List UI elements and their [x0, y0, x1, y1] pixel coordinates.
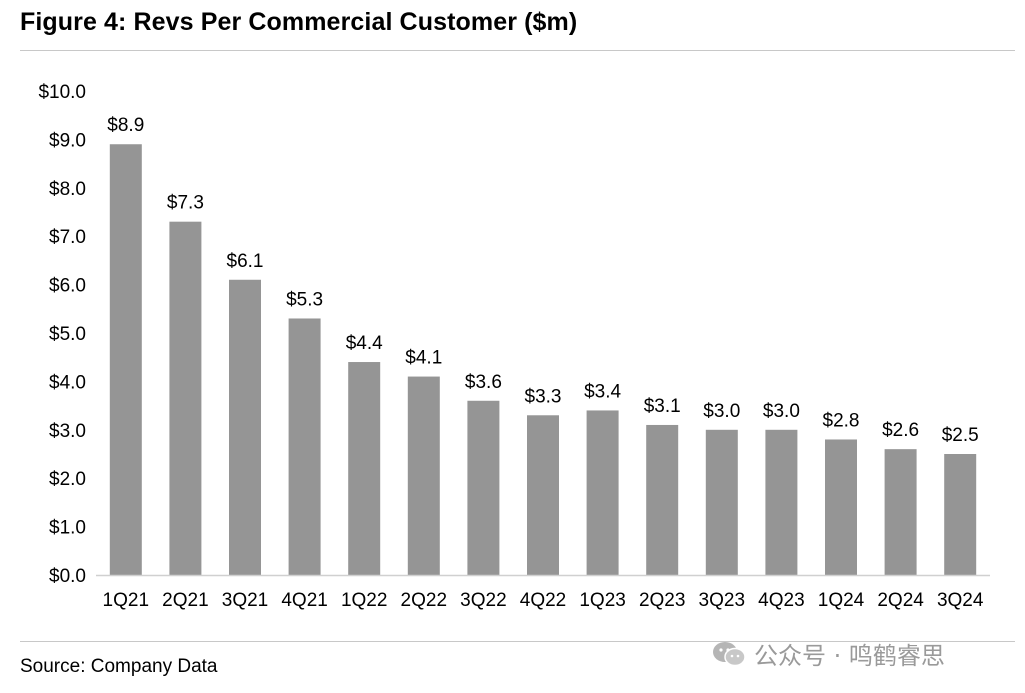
data-label: $3.3 — [525, 386, 562, 407]
data-label: $2.8 — [823, 410, 860, 431]
x-tick-label: 3Q23 — [699, 590, 745, 611]
wechat-icon — [713, 641, 746, 666]
bar-1q23 — [586, 410, 619, 575]
data-label: $3.6 — [465, 372, 502, 393]
bar-2q21 — [169, 221, 202, 575]
bar-2q22 — [407, 376, 440, 575]
x-tick-label: 1Q21 — [103, 590, 149, 611]
x-tick-label: 4Q22 — [520, 590, 566, 611]
bar-2q24 — [884, 449, 917, 575]
x-tick-label: 3Q21 — [222, 590, 268, 611]
y-tick-label: $6.0 — [49, 276, 86, 297]
footer-divider — [20, 641, 1015, 642]
x-tick-label: 3Q24 — [937, 590, 984, 611]
bar-4q23 — [765, 429, 798, 575]
y-tick-label: $5.0 — [49, 324, 86, 345]
x-tick-label: 2Q24 — [877, 590, 924, 611]
bar-chart: $0.0 $1.0 $2.0 $3.0 $4.0 $5.0 $6.0 $7.0 $8.0 $9.0… — [38, 82, 990, 611]
data-label: $4.4 — [346, 333, 383, 354]
data-label: $2.5 — [942, 425, 979, 446]
data-label: $3.0 — [703, 401, 740, 422]
y-tick-label: $3.0 — [49, 421, 86, 442]
x-tick-label: 1Q23 — [579, 590, 625, 611]
bar-3q21 — [229, 279, 261, 575]
bar-3q24 — [944, 454, 977, 575]
y-tick-label: $0.0 — [49, 566, 86, 587]
y-tick-label: $7.0 — [49, 227, 86, 248]
x-tick-label: 2Q22 — [401, 590, 447, 611]
x-tick-label: 4Q21 — [281, 590, 327, 611]
x-tick-label: 2Q23 — [639, 590, 685, 611]
x-tick-label: 4Q23 — [758, 590, 804, 611]
bar-1q24 — [825, 439, 857, 575]
x-tick-label: 3Q22 — [460, 590, 506, 611]
watermark: 公众号 · 鸣鹤睿思 — [712, 636, 945, 671]
x-tick-label: 2Q21 — [162, 590, 208, 611]
watermark-text: 公众号 · 鸣鹤睿思 — [754, 642, 945, 670]
data-label: $4.1 — [405, 348, 442, 369]
bar-1q21 — [109, 144, 142, 576]
bar-4q22 — [527, 415, 559, 575]
data-label: $3.4 — [584, 381, 621, 402]
page-title: Figure 4: Revs Per Commercial Customer (… — [20, 8, 578, 36]
bar-3q22 — [467, 400, 500, 575]
y-tick-label: $4.0 — [49, 372, 86, 393]
y-tick-label: $8.0 — [49, 179, 86, 200]
y-tick-label: $2.0 — [49, 469, 86, 490]
data-label: $2.6 — [882, 420, 919, 441]
x-tick-label: 1Q24 — [818, 590, 865, 611]
data-label: $3.1 — [644, 396, 681, 417]
data-label: $7.3 — [167, 193, 204, 214]
data-label: $3.0 — [763, 401, 800, 422]
data-label: $5.3 — [286, 289, 323, 310]
source-note: Source: Company Data — [20, 656, 218, 677]
y-tick-label: $10.0 — [38, 82, 86, 103]
bar-4q21 — [288, 318, 321, 575]
title-divider — [20, 50, 1015, 51]
data-label: $6.1 — [227, 251, 264, 272]
bar-3q23 — [705, 429, 738, 575]
y-tick-label: $9.0 — [49, 130, 86, 151]
bar-1q22 — [348, 362, 381, 575]
x-tick-label: 1Q22 — [341, 590, 387, 611]
data-label: $8.9 — [107, 115, 144, 136]
y-tick-label: $1.0 — [49, 518, 86, 539]
bar-2q23 — [646, 424, 679, 575]
